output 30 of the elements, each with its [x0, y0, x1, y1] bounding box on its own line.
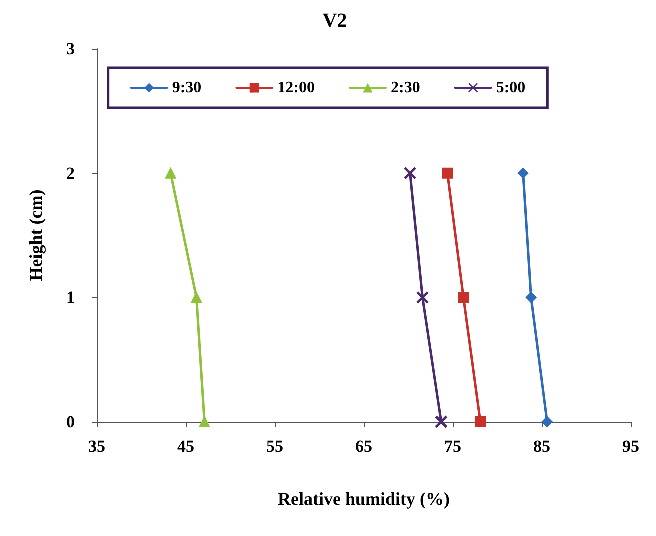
point	[404, 167, 416, 180]
x-tick-label: 75	[444, 437, 462, 456]
point	[442, 168, 454, 179]
legend-label: 5:00	[496, 80, 526, 96]
point	[526, 292, 537, 304]
point	[542, 416, 553, 428]
x-tick-label: 45	[178, 437, 194, 456]
legend-label: 12:00	[278, 80, 315, 96]
x-tick-label: 85	[534, 437, 550, 456]
legend-label: 9:30	[172, 80, 202, 96]
point	[475, 416, 486, 428]
y-axis-title: Height (cm)	[26, 190, 46, 282]
y-tick-label: 1	[66, 288, 75, 308]
point	[416, 292, 429, 304]
x-tick-label: 95	[622, 437, 640, 456]
x-tick-label: 55	[266, 437, 284, 456]
chart-title: V2	[322, 10, 348, 32]
y-tick-label: 0	[66, 412, 75, 432]
x-tick-label: 35	[88, 437, 106, 456]
point	[518, 168, 529, 179]
y-tick-label: 3	[66, 40, 75, 58]
y-tick-label: 2	[66, 164, 75, 183]
x-tick-label: 65	[356, 437, 372, 456]
point	[199, 416, 210, 428]
point	[435, 416, 448, 428]
point	[191, 292, 202, 304]
point	[458, 292, 470, 304]
point	[165, 168, 176, 179]
legend-label: 2:30	[391, 80, 420, 96]
x-axis-title: Relative humidity (%)	[278, 489, 450, 509]
